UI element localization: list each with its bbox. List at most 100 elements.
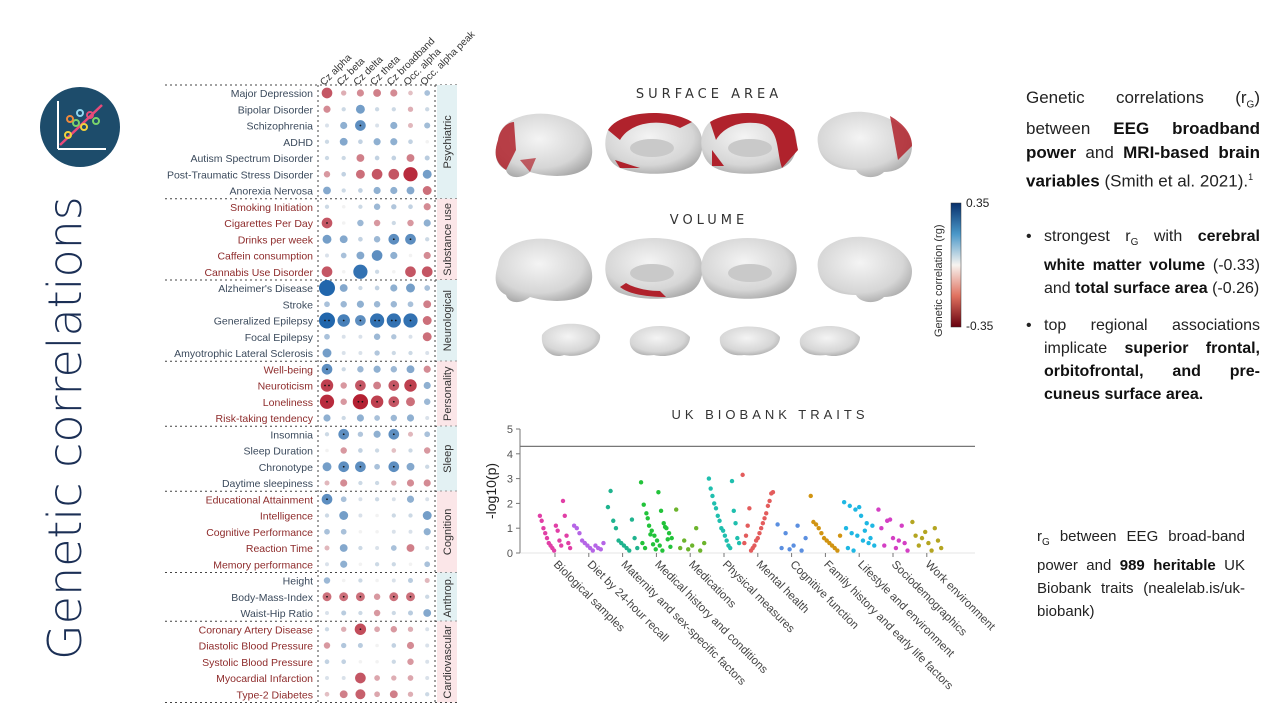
trait-point <box>641 502 646 507</box>
correlation-dot <box>374 562 380 567</box>
trait-point <box>845 545 851 551</box>
trait-point <box>813 522 819 527</box>
trait-point <box>743 533 749 538</box>
trait-point <box>858 513 864 518</box>
surface-area-heading: SURFACE AREA <box>635 87 783 102</box>
significance-star <box>328 319 330 322</box>
trait-point <box>560 498 566 504</box>
correlation-dot <box>357 642 363 649</box>
correlation-dot <box>408 350 413 356</box>
trait-point <box>893 545 899 551</box>
trait-point <box>654 538 660 543</box>
correlation-dot <box>374 285 380 291</box>
correlation-dot <box>425 546 430 550</box>
correlation-dot <box>407 610 414 616</box>
correlation-dot <box>421 266 433 278</box>
row-label: Focal Epilepsy <box>245 332 314 344</box>
correlation-dot <box>358 285 363 291</box>
correlation-dot <box>424 155 430 161</box>
row-label: Diastolic Blood Pressure <box>199 641 314 653</box>
correlation-dot <box>425 497 430 502</box>
correlation-dot <box>373 430 381 438</box>
correlation-dot <box>358 236 363 242</box>
trait-point <box>653 547 658 552</box>
trait-point <box>731 508 736 514</box>
trait-point <box>729 478 735 484</box>
trait-point <box>642 545 648 551</box>
correlation-dot <box>407 675 414 681</box>
row-label: Major Depression <box>231 88 313 100</box>
correlation-dot <box>424 285 431 291</box>
y-tick-label: 5 <box>507 424 513 436</box>
group-label-0: Psychiatric <box>442 115 454 169</box>
correlation-dot <box>373 609 381 617</box>
correlation-dot <box>424 90 431 96</box>
trait-point <box>661 521 666 526</box>
trait-point <box>835 548 840 553</box>
correlation-dot <box>391 480 397 486</box>
correlation-dot <box>375 578 379 583</box>
significance-star <box>328 384 330 387</box>
row-label: Body-Mass-Index <box>231 592 313 604</box>
correlation-dot <box>425 659 430 664</box>
significance-star <box>394 319 397 322</box>
correlation-dot <box>323 577 331 584</box>
logo <box>40 87 120 167</box>
trait-point <box>708 486 713 491</box>
correlation-dot <box>341 642 347 649</box>
correlation-dot <box>407 577 414 584</box>
correlation-dot <box>375 659 379 664</box>
trait-point <box>853 507 858 512</box>
correlation-dot <box>406 397 415 407</box>
correlation-dot <box>341 626 347 632</box>
trait-point <box>537 513 543 518</box>
correlation-dot <box>374 463 380 470</box>
row-label: Alzheimer's Disease <box>218 283 313 295</box>
group-label-1: Substance use <box>442 203 454 276</box>
significance-star <box>359 319 362 322</box>
correlation-dot <box>373 219 381 227</box>
trait-point <box>690 543 695 548</box>
correlation-dot <box>425 107 430 112</box>
brain-surface-lateral-left <box>495 113 593 178</box>
significance-star <box>409 384 412 387</box>
significance-star <box>342 433 345 436</box>
correlation-dot <box>340 528 347 535</box>
colorbar-gradient <box>950 202 962 328</box>
group-label-7: Cardiovascular <box>442 625 454 699</box>
finding-bullet-1: strongest rG with cerebral white matter … <box>1026 225 1260 300</box>
group-band <box>437 361 457 427</box>
row-label: Amyotrophic Lateral Sclerosis <box>174 348 313 360</box>
significance-star <box>342 595 345 598</box>
row-label: Height <box>283 576 313 588</box>
chart-title: UK BIOBANK TRAITS <box>671 407 868 422</box>
correlation-dot <box>423 251 431 260</box>
correlation-dot <box>407 219 414 227</box>
row-label: Loneliness <box>263 397 313 409</box>
trait-point <box>745 523 750 528</box>
trait-point <box>608 488 613 494</box>
trait-point <box>736 540 742 546</box>
correlation-dot <box>403 167 418 182</box>
trait-point <box>803 535 808 541</box>
significance-star <box>359 465 362 468</box>
trait-point <box>837 533 843 538</box>
y-tick-label: 0 <box>507 548 513 560</box>
correlation-dot <box>358 562 363 567</box>
correlation-dot <box>358 497 363 502</box>
correlation-dot <box>323 414 331 422</box>
trait-point <box>553 523 559 528</box>
correlation-dot <box>358 610 363 616</box>
correlation-dot <box>324 204 330 209</box>
brain-volume-row <box>495 236 912 303</box>
correlation-dot <box>324 480 330 486</box>
trait-point <box>567 545 573 551</box>
correlation-dot <box>340 560 348 568</box>
significance-star <box>342 465 345 468</box>
row-label: Stroke <box>283 299 314 311</box>
row-label: Well-being <box>264 364 314 376</box>
correlation-dot <box>423 365 431 373</box>
correlation-dot <box>341 610 347 616</box>
trait-point <box>816 526 821 531</box>
correlation-dot <box>373 381 382 390</box>
